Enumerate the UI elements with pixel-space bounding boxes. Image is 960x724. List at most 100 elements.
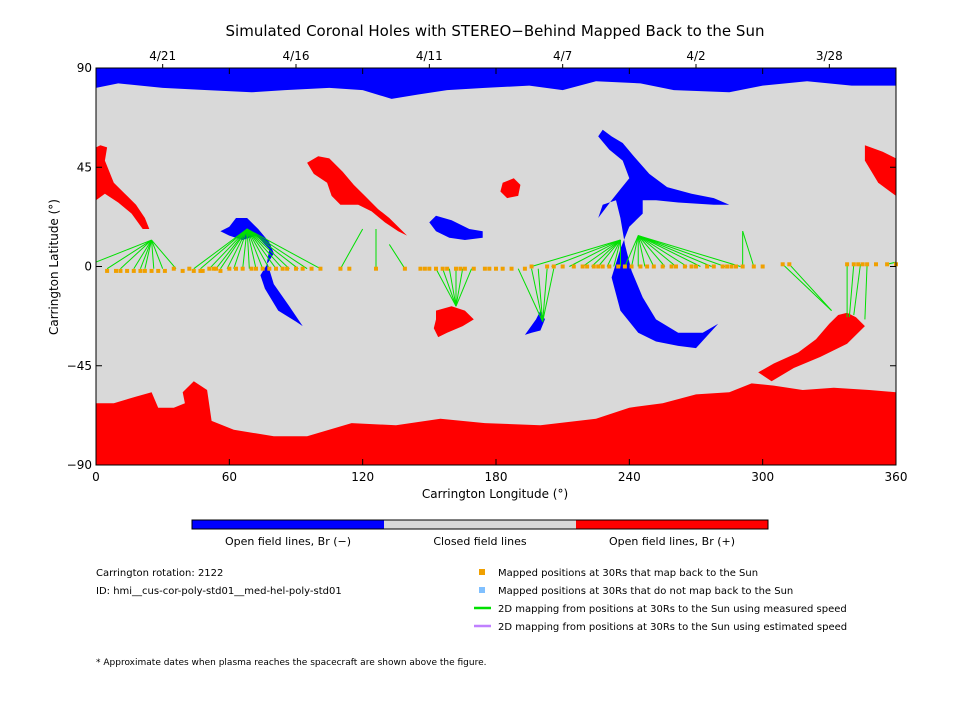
mapped-point — [180, 268, 185, 273]
mapping-line — [246, 228, 250, 269]
mapped-point — [694, 264, 698, 269]
mapping-line — [637, 235, 655, 267]
mapping-line — [435, 268, 457, 307]
mapping-lines — [95, 228, 897, 322]
mapped-point — [260, 266, 265, 271]
mapped-point — [560, 264, 565, 269]
mapping-line — [782, 263, 832, 311]
mapped-point — [300, 266, 305, 271]
mapping-line — [637, 235, 688, 267]
legend-label-mapped: Mapped positions at 30Rs that map back t… — [498, 568, 758, 579]
mapping-line — [151, 239, 155, 269]
legend-label-not-mapped: Mapped positions at 30Rs that do not map… — [498, 586, 793, 597]
mapped-point — [545, 264, 550, 269]
mapping-line — [597, 239, 621, 267]
y-tick-label: 0 — [84, 260, 92, 274]
y-axis-label: Carrington Latitude (°) — [47, 199, 61, 335]
mapped-point — [638, 264, 643, 269]
mapped-point — [705, 264, 710, 269]
mapped-point — [274, 266, 278, 271]
mapped-point — [131, 268, 136, 273]
mapping-line — [517, 268, 544, 322]
mapped-point — [427, 266, 432, 271]
mapped-point — [509, 266, 514, 271]
mapped-point — [720, 264, 725, 269]
y-tick-label: 45 — [77, 160, 92, 174]
colorbar-closed — [384, 520, 576, 529]
mapping-line — [246, 228, 299, 270]
colorbar-open-positive — [576, 520, 768, 529]
mapped-point — [674, 264, 678, 269]
mapped-point — [682, 264, 687, 269]
mapping-line — [242, 228, 248, 269]
mapped-point — [211, 266, 216, 271]
mapped-point — [551, 264, 556, 269]
mapped-point — [156, 268, 161, 273]
mapping-line — [569, 239, 621, 267]
mapping-line — [637, 235, 646, 267]
coronal-hole-map — [95, 67, 898, 466]
mapping-line — [246, 228, 308, 270]
mapped-point — [571, 264, 576, 269]
region-south-polar-positive — [96, 381, 896, 465]
mapping-line — [531, 268, 544, 322]
mapping-line — [120, 239, 152, 270]
mapped-point — [616, 264, 621, 269]
mapped-point — [280, 266, 285, 271]
mapped-point — [118, 268, 123, 273]
mapped-point — [729, 264, 734, 269]
mapped-point — [600, 264, 605, 269]
mapping-line — [591, 239, 621, 267]
x-tick-label: 120 — [351, 470, 374, 484]
mapped-point — [629, 264, 634, 269]
mapped-point — [254, 266, 258, 271]
date-label: 4/16 — [283, 49, 310, 63]
mapping-line — [246, 228, 270, 269]
mapped-point — [422, 266, 427, 271]
mapped-point — [309, 266, 314, 271]
coronal-hole-regions — [96, 68, 896, 465]
mapped-point — [207, 266, 212, 271]
mapped-point — [780, 262, 785, 267]
mapping-line — [246, 228, 257, 269]
mapped-point — [580, 264, 585, 269]
mapping-line — [144, 239, 153, 269]
mapping-line — [531, 239, 621, 267]
mapped-point — [596, 264, 601, 269]
mapping-line — [638, 235, 741, 267]
mapping-line — [542, 268, 555, 322]
footnote: * Approximate dates when plasma reaches … — [96, 658, 487, 668]
region-cap-west-pos — [96, 145, 150, 229]
region-pos-162 — [433, 306, 474, 338]
mapping-line — [853, 264, 861, 316]
mapped-point — [249, 266, 254, 271]
mapped-point — [402, 266, 407, 271]
colorbar-frame — [191, 519, 769, 530]
region-pos-335 — [758, 312, 865, 382]
mapping-line — [340, 228, 364, 269]
mapped-point — [740, 264, 745, 269]
mapped-point — [142, 268, 147, 273]
mapped-point — [171, 266, 176, 271]
mapped-point — [294, 266, 298, 271]
region-blob-188 — [500, 178, 521, 199]
mapped-point — [591, 264, 596, 269]
mapped-point — [445, 266, 450, 271]
mapped-point — [105, 268, 110, 273]
mapped-point — [471, 266, 476, 271]
model-id: ID: hmi__cus-cor-poly-std01__med-hel-pol… — [96, 586, 342, 597]
colorbar: Open field lines, Br (−) Closed field li… — [191, 519, 769, 548]
mapping-line — [631, 235, 639, 267]
mapped-point — [114, 268, 118, 273]
mapped-point — [487, 266, 492, 271]
mapping-line — [537, 268, 544, 322]
region-neg-158 — [429, 215, 483, 240]
mapped-point — [845, 262, 850, 267]
mapped-point — [462, 266, 467, 271]
mapped-point — [347, 266, 352, 271]
mapping-line — [215, 228, 248, 270]
x-tick-label: 0 — [92, 470, 100, 484]
mapped-point — [234, 266, 238, 271]
mapping-line — [455, 268, 464, 307]
mapping-line — [151, 239, 177, 270]
